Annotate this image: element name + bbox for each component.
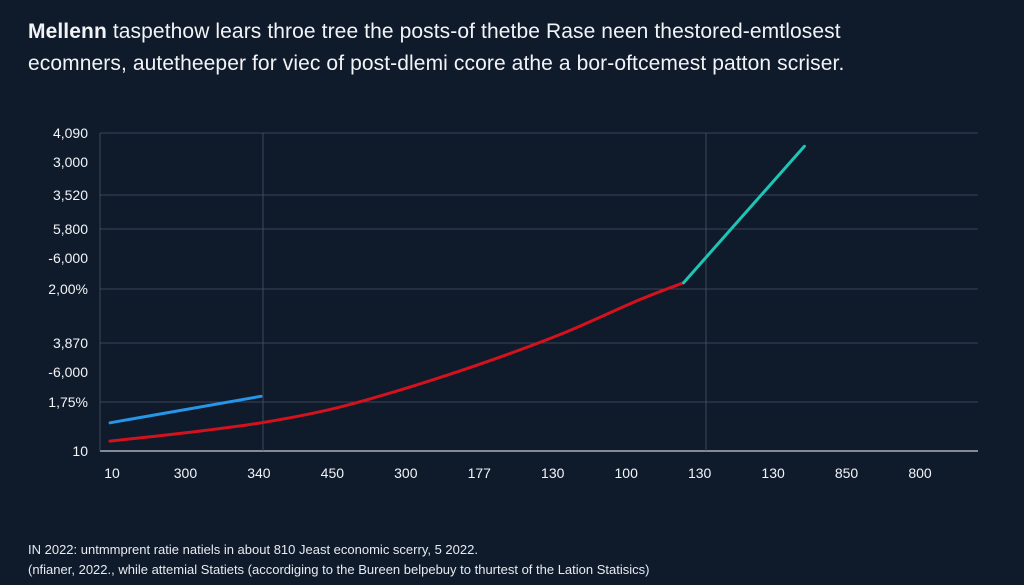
blue-series-line — [108, 394, 263, 425]
y-tick-label: 10 — [72, 443, 88, 459]
x-tick-label: 10 — [104, 465, 120, 481]
y-tick-label: 3,520 — [53, 187, 88, 203]
x-tick-label: 300 — [174, 465, 198, 481]
teal-series-line — [682, 144, 806, 285]
grid-lines — [99, 132, 978, 452]
y-tick-label: 4,090 — [53, 125, 88, 141]
red-series-line — [108, 281, 686, 443]
x-tick-label: 177 — [468, 465, 492, 481]
chart-footnote: IN 2022: untmmprent ratie natiels in abo… — [28, 540, 1008, 580]
series-lines — [108, 144, 806, 443]
axis-tick-labels: 4,090 3,000 3,520 5,800 -6,000 2,00% 3,870 -6,0… — [48, 125, 932, 481]
footnote-line-1: IN 2022: untmmprent ratie natiels in abo… — [28, 542, 478, 557]
chart-title-line-1: Mellenn taspethow lears throe tree the p… — [28, 16, 1008, 48]
footnote-line-2: (nfianer, 2022., while attemial Statiets… — [28, 562, 650, 577]
x-tick-label: 130 — [761, 465, 785, 481]
x-tick-label: 100 — [615, 465, 639, 481]
x-tick-label: 300 — [394, 465, 418, 481]
y-tick-label: 3,000 — [53, 154, 88, 170]
y-tick-label: 2,00% — [48, 281, 88, 297]
x-tick-label: 130 — [688, 465, 712, 481]
y-tick-label: 1,75% — [48, 394, 88, 410]
x-tick-label: 450 — [321, 465, 345, 481]
x-tick-label: 130 — [541, 465, 565, 481]
y-tick-label: -6,000 — [48, 250, 88, 266]
y-tick-label: -6,000 — [48, 364, 88, 380]
y-tick-label: 5,800 — [53, 221, 88, 237]
y-tick-label: 3,870 — [53, 335, 88, 351]
chart-title-rest: taspethow lears throe tree the posts-of … — [106, 20, 841, 43]
x-tick-label: 340 — [247, 465, 271, 481]
x-tick-label: 850 — [835, 465, 859, 481]
chart-title-line-2: ecomners, autetheeper for viec of post-d… — [28, 52, 845, 75]
chart-title: Mellenn taspethow lears throe tree the p… — [28, 16, 1008, 80]
chart-title-bold: Mellenn — [28, 20, 107, 43]
x-tick-label: 800 — [908, 465, 932, 481]
